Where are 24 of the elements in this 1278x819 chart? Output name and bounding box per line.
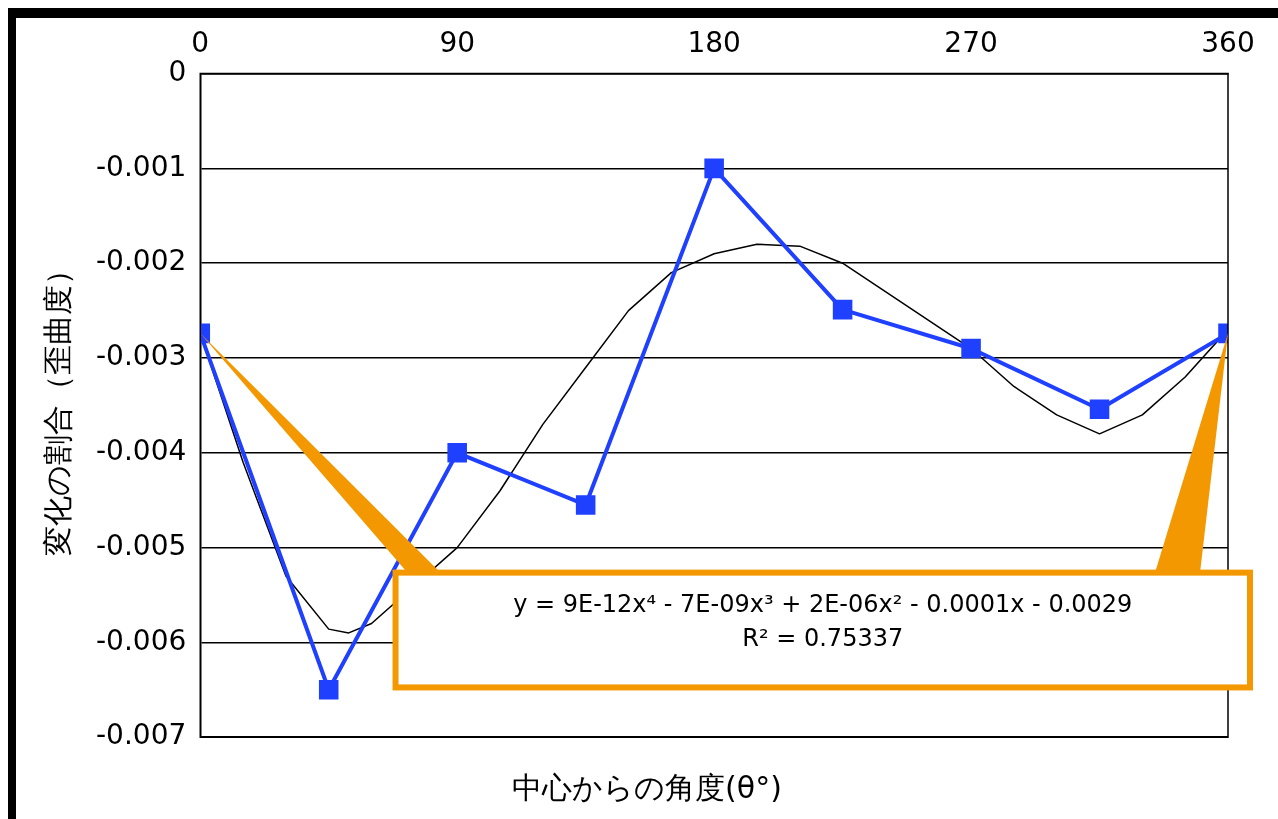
- annotation: R² = 0.75337: [741, 622, 905, 654]
- point: [1089, 399, 1110, 419]
- y-tick-label: 0: [168, 54, 187, 88]
- x-tick-label: 90: [439, 26, 476, 60]
- point: [318, 680, 339, 700]
- point: [832, 299, 853, 320]
- x-axis-title: 中心からの角度(θ°): [511, 769, 783, 807]
- x-tick-label: 270: [944, 26, 998, 60]
- x-tick-label: 360: [1201, 26, 1255, 60]
- point: [704, 158, 724, 179]
- annotation: y = 9E-12x⁴ - 7E-09x³ + 2E-06x² - 0.0001x - 0.0029: [512, 588, 1134, 620]
- point: [575, 495, 596, 515]
- point: [447, 443, 467, 463]
- y-tick-label: -0.004: [96, 434, 187, 468]
- point: [961, 338, 981, 359]
- x-tick-label: 0: [191, 26, 210, 60]
- y-tick-label: -0.003: [96, 339, 187, 373]
- y-tick-label: -0.002: [96, 244, 187, 278]
- y-tick-label: -0.006: [96, 623, 187, 657]
- y-axis-title: 変化の割合（歪曲度）: [39, 254, 75, 556]
- y-tick-label: -0.005: [96, 528, 187, 562]
- y-tick-label: -0.007: [96, 718, 187, 752]
- y-tick-label: -0.001: [96, 149, 187, 183]
- x-tick-label: 180: [687, 26, 741, 60]
